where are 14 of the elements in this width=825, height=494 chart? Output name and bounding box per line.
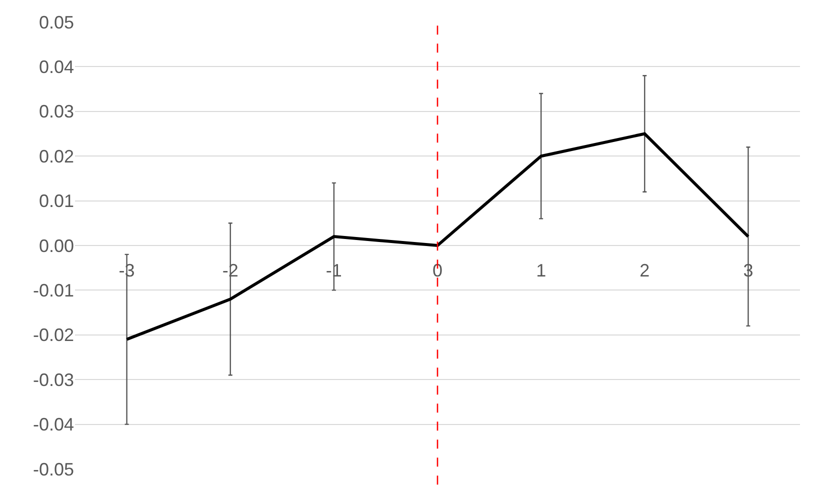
y-tick-label: -0.01	[32, 280, 74, 300]
y-tick-label: 0.02	[38, 146, 74, 166]
y-tick-label: 0.00	[38, 236, 74, 256]
y-tick-label: -0.05	[32, 459, 74, 480]
y-tick-label: 0.03	[38, 102, 74, 122]
y-tick-label: 0.01	[38, 191, 74, 212]
x-tick-label: 0	[432, 260, 443, 280]
x-tick-label: 1	[536, 260, 546, 280]
x-tick-label: 2	[640, 260, 650, 280]
y-tick-label: 0.04	[38, 57, 74, 77]
y-tick-label: -0.02	[32, 325, 74, 346]
y-tick-label: 0.05	[38, 12, 74, 32]
y-tick-label: -0.03	[32, 370, 74, 390]
y-tick-label: -0.04	[32, 414, 74, 435]
